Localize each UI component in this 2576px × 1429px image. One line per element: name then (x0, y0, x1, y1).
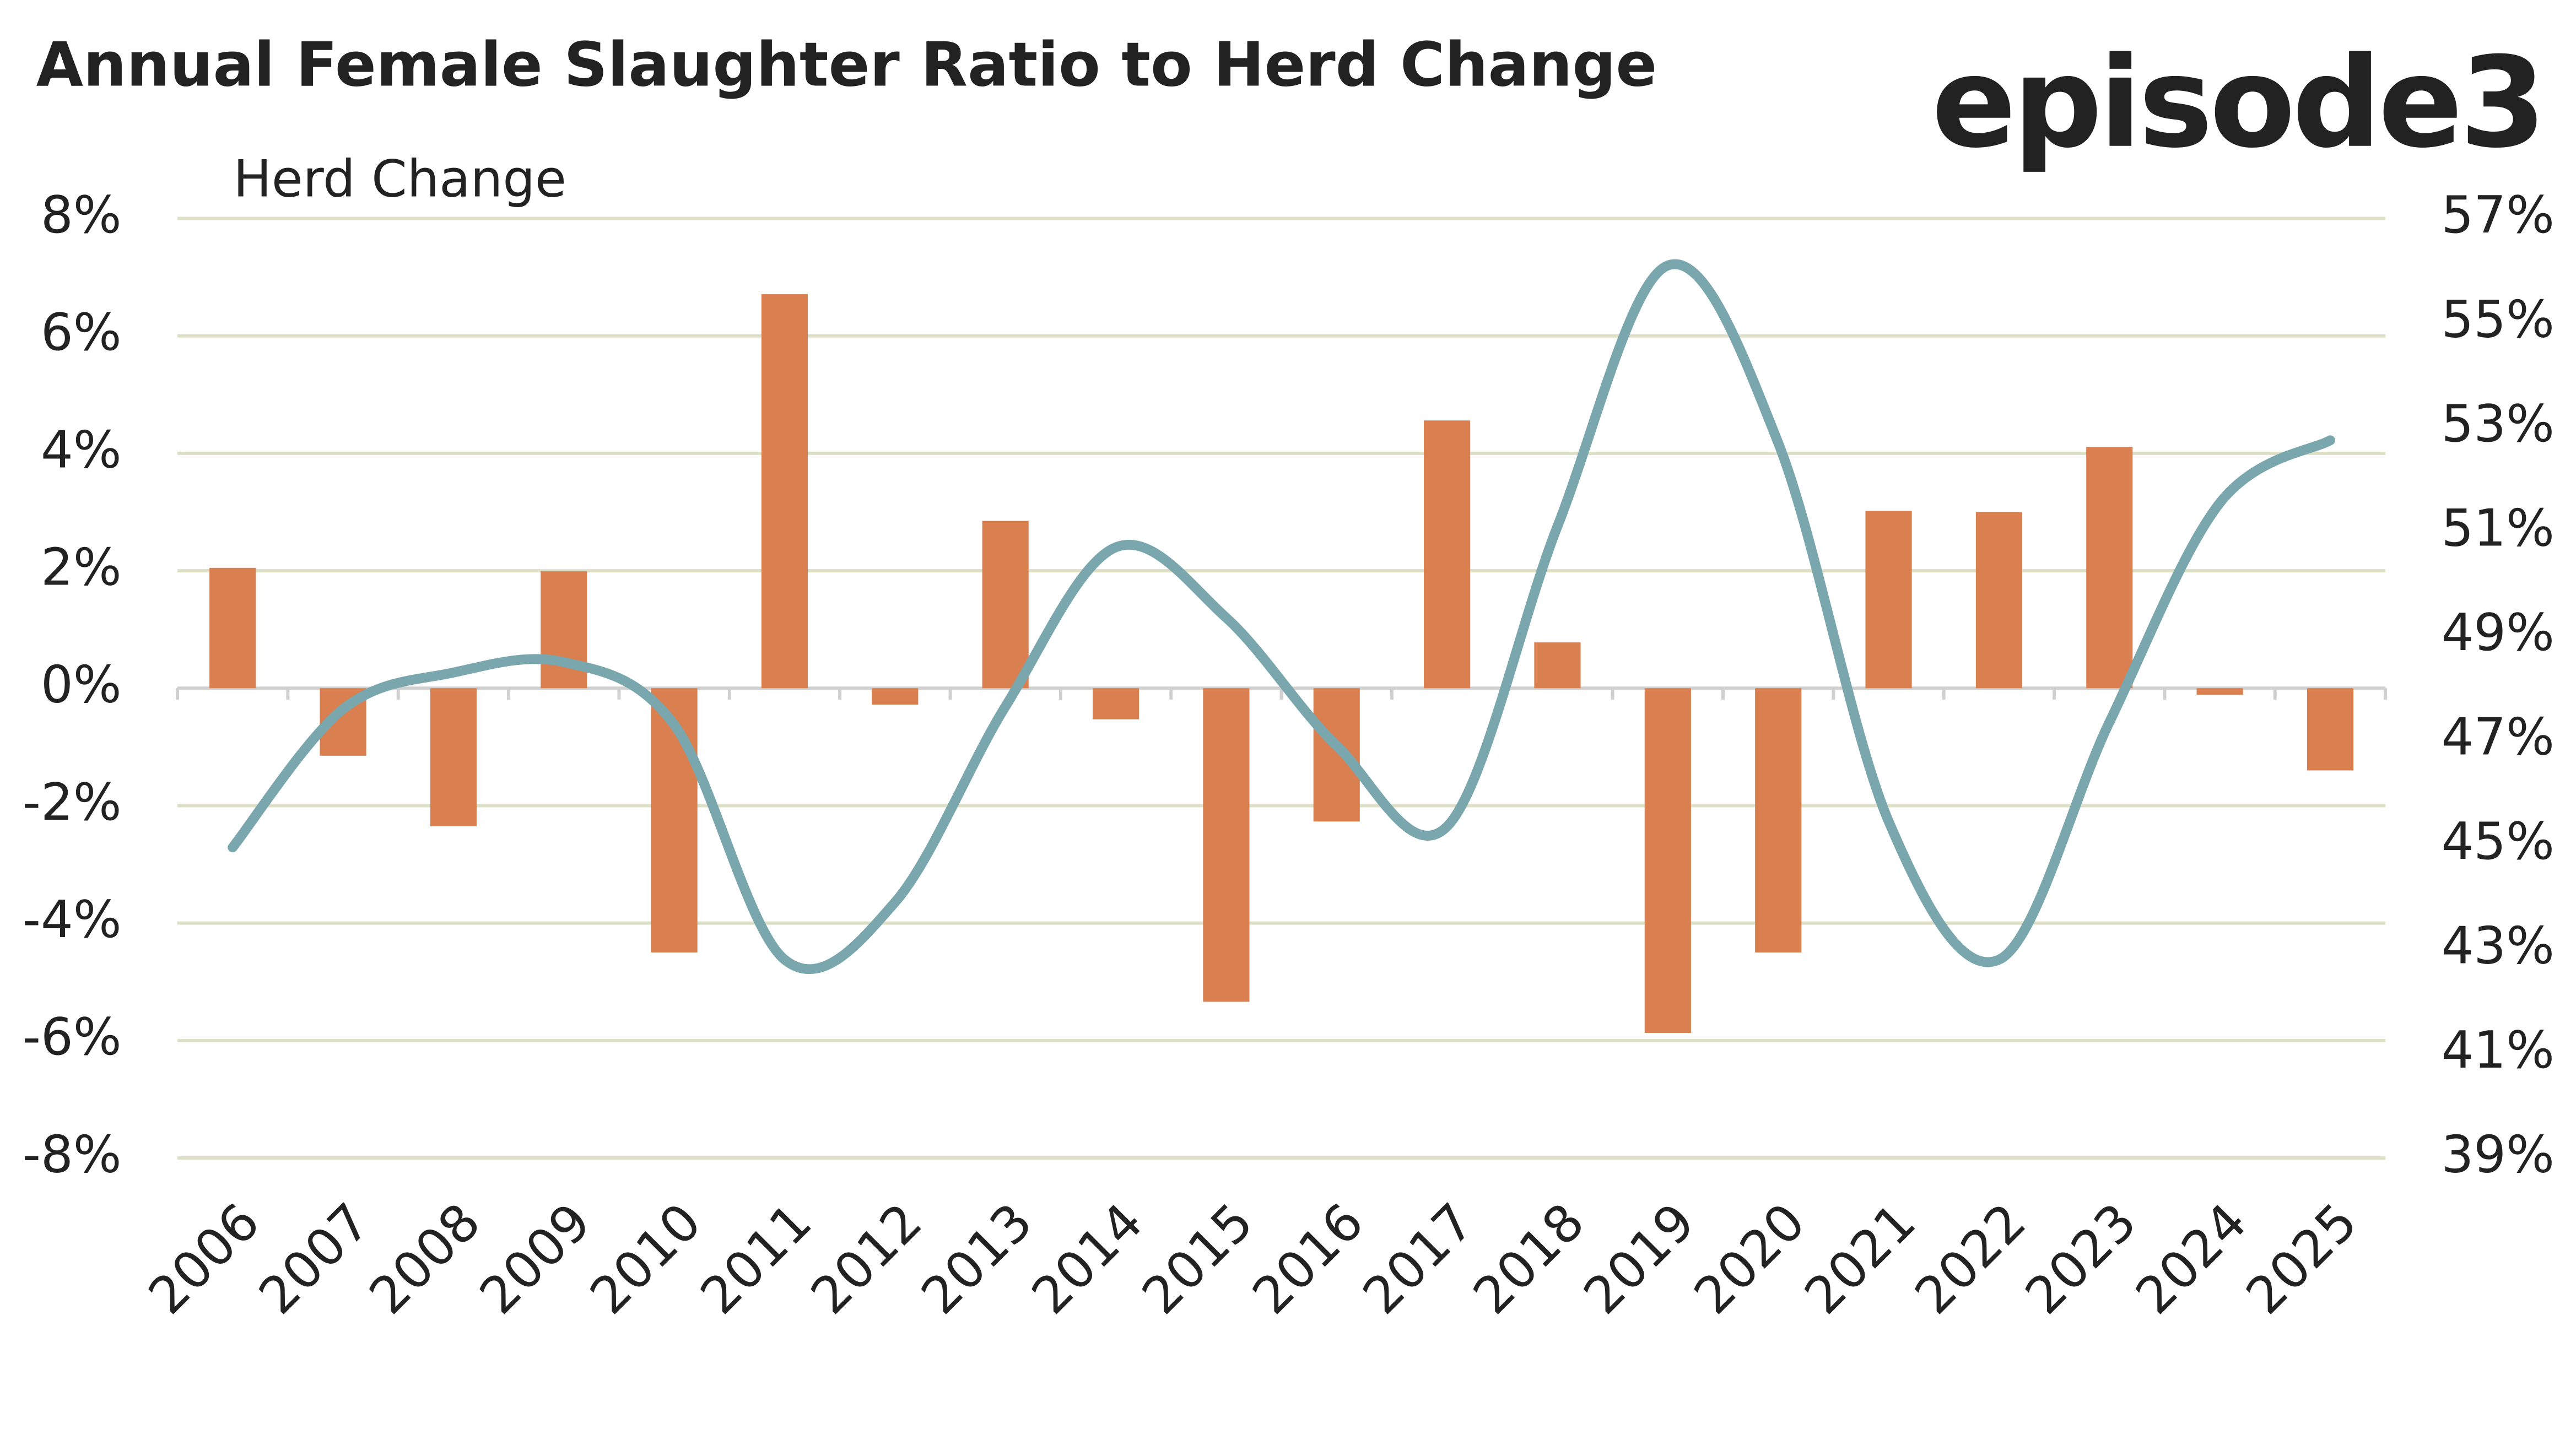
x-tick-label: 2009 (468, 1192, 602, 1326)
brand-logo: episode3 (1932, 31, 2543, 176)
y-tick-label: -6% (23, 1007, 122, 1067)
y2-tick-label: 41% (2442, 1020, 2555, 1080)
y2-tick-label: 57% (2442, 185, 2555, 245)
y-tick-label: -8% (23, 1124, 122, 1184)
chart-title: Annual Female Slaughter Ratio to Herd Ch… (36, 30, 1657, 101)
bar (1865, 511, 1912, 689)
bar (2086, 447, 2133, 689)
x-tick-label: 2016 (1241, 1192, 1375, 1326)
bar (761, 294, 808, 689)
x-tick-label: 2014 (1020, 1192, 1154, 1326)
x-tick-label: 2008 (358, 1192, 492, 1326)
x-tick-label: 2022 (1904, 1192, 2038, 1326)
x-tick-label: 2017 (1352, 1192, 1486, 1326)
y-tick-label: 6% (41, 302, 122, 362)
x-tick-label: 2010 (579, 1192, 712, 1326)
x-tick-label: 2012 (800, 1192, 933, 1326)
x-tick-label: 2025 (2235, 1192, 2369, 1326)
y2-tick-label: 49% (2442, 603, 2555, 662)
x-tick-label: 2021 (1793, 1192, 1927, 1326)
x-tick-label: 2023 (2014, 1192, 2148, 1326)
bar (209, 567, 256, 689)
bar (1644, 688, 1691, 1033)
bar (872, 688, 919, 705)
y-tick-label: 8% (41, 185, 122, 245)
bar (1313, 688, 1360, 822)
x-tick-label: 2013 (910, 1192, 1044, 1326)
x-tick-label: 2019 (1572, 1192, 1706, 1326)
bar (2196, 688, 2243, 695)
y-tick-label: -2% (23, 772, 122, 832)
x-tick-label: 2007 (247, 1192, 381, 1326)
y2-tick-label: 39% (2442, 1124, 2555, 1184)
line (228, 259, 2335, 975)
bar (430, 688, 477, 826)
x-tick-label: 2006 (137, 1192, 271, 1326)
y2-tick-label: 55% (2442, 289, 2555, 349)
y-tick-label: 0% (41, 655, 122, 714)
y2-tick-label: 45% (2442, 811, 2555, 871)
bar (982, 521, 1029, 689)
y-tick-label: -4% (23, 890, 122, 949)
bar (2307, 688, 2354, 771)
x-tick-label: 2018 (1462, 1192, 1596, 1326)
y2-tick-label: 47% (2442, 707, 2555, 766)
bar (1424, 420, 1471, 689)
x-tick-label: 2020 (1683, 1192, 1817, 1326)
y-tick-label: 4% (41, 420, 122, 479)
bar (1092, 688, 1140, 719)
y-axis-label: Herd Change (233, 149, 566, 208)
y2-tick-label: 51% (2442, 498, 2555, 557)
y-tick-label: 2% (41, 538, 122, 597)
bar (1203, 688, 1250, 1002)
bar (1975, 512, 2022, 689)
x-tick-label: 2024 (2124, 1192, 2258, 1326)
y2-tick-label: 53% (2442, 394, 2555, 453)
bar (1534, 642, 1581, 689)
x-tick-label: 2015 (1131, 1192, 1265, 1326)
y2-tick-label: 43% (2442, 916, 2555, 975)
bar (1755, 688, 1802, 952)
x-tick-label: 2011 (689, 1192, 823, 1326)
